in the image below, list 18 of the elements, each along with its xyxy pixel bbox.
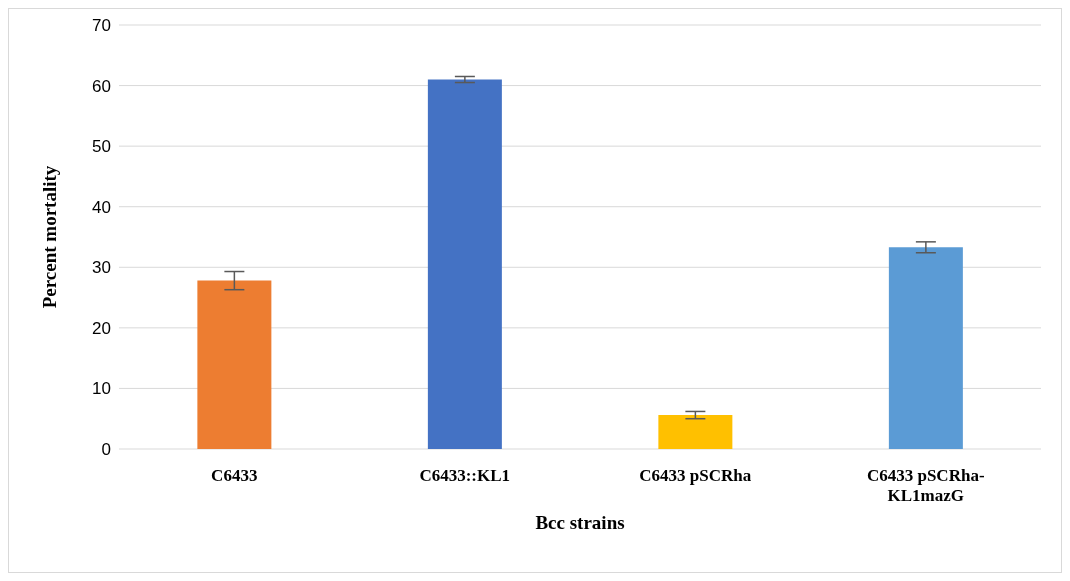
y-tick-label: 20 [92, 318, 111, 338]
x-tick-label: C6433 [211, 466, 258, 485]
x-axis-title: Bcc strains [535, 512, 625, 533]
y-tick-label: 10 [92, 379, 111, 399]
bar [197, 280, 272, 449]
y-tick-label: 60 [92, 76, 111, 96]
y-tick-label: 30 [92, 258, 111, 278]
bar [658, 415, 733, 449]
x-tick-label: C6433::KL1 [419, 466, 511, 485]
bar [888, 247, 963, 449]
y-tick-label: 0 [101, 440, 111, 460]
y-axis-title: Percent mortality [38, 165, 60, 309]
y-tick-label: 40 [92, 197, 111, 217]
y-tick-label: 50 [92, 137, 111, 157]
x-tick-label: C6433 pSCRha [639, 466, 752, 485]
y-tick-label: 70 [92, 16, 111, 36]
x-tick-label: C6433 pSCRha-KL1mazG [866, 466, 985, 505]
bar [427, 79, 502, 449]
